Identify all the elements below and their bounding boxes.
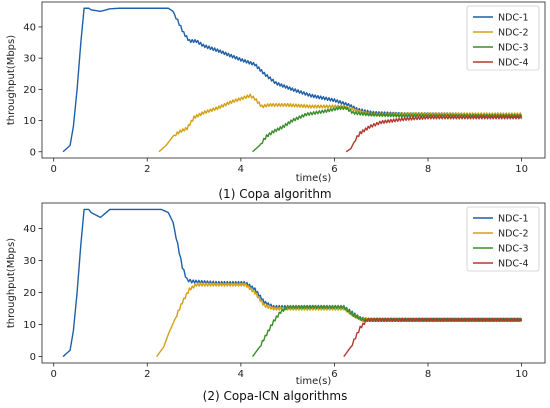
legend-label: NDC-2	[498, 28, 529, 39]
legend-label: NDC-4	[498, 58, 529, 69]
legend-box	[466, 206, 540, 272]
y-axis-label: throughput(Mbps)	[6, 238, 17, 328]
series-line-ndc-2	[158, 93, 523, 153]
legend-label: NDC-1	[498, 13, 529, 24]
x-axis-label: time(s)	[296, 376, 332, 387]
legend-label: NDC-3	[498, 244, 529, 255]
y-tick-label: 30	[23, 256, 36, 267]
y-tick-label: 0	[30, 147, 36, 158]
legend-label: NDC-4	[498, 259, 529, 270]
x-tick-label: 8	[425, 369, 431, 380]
chart-caption: (2) Copa-ICN algorithms	[203, 389, 348, 403]
chart-2: 0 2 4 6 8 10 0 10 20 30 40 time(s) throughput(Mbps) N…	[6, 202, 546, 403]
x-tick-label: 2	[144, 164, 150, 175]
legend: NDC-1 NDC-2 NDC-3 NDC-4	[466, 5, 540, 71]
legend: NDC-1 NDC-2 NDC-3 NDC-4	[466, 206, 540, 272]
x-tick-label: 2	[144, 369, 150, 380]
y-tick-label: 40	[23, 22, 36, 33]
plot-area	[41, 1, 546, 159]
y-tick-label: 0	[30, 352, 36, 363]
y-tick-label: 20	[23, 85, 36, 96]
y-tick-label: 20	[23, 288, 36, 299]
x-tick-label: 6	[331, 164, 337, 175]
x-tick-label: 4	[238, 164, 244, 175]
x-tick-label: 8	[425, 164, 431, 175]
x-tick-label: 0	[51, 369, 57, 380]
legend-label: NDC-2	[498, 229, 529, 240]
legend-label: NDC-1	[498, 214, 529, 225]
y-tick-label: 10	[23, 320, 36, 331]
x-tick-label: 6	[331, 369, 337, 380]
plot-area	[41, 202, 546, 364]
series-line-ndc-4	[343, 317, 523, 358]
x-tick-label: 0	[51, 164, 57, 175]
x-tick-label: 10	[515, 164, 528, 175]
x-axis-label: time(s)	[296, 173, 332, 184]
legend-label: NDC-3	[498, 43, 529, 54]
legend-box	[466, 5, 540, 71]
x-tick-label: 10	[515, 369, 528, 380]
chart-caption: (1) Copa algorithm	[218, 187, 331, 201]
y-tick-label: 30	[23, 54, 36, 65]
y-axis-label: throughput(Mbps)	[6, 35, 17, 125]
series-line-ndc-4	[345, 115, 523, 153]
x-tick-label: 4	[238, 369, 244, 380]
chart-1: 0 2 4 6 8 10 0 10 20 30 40 time(s) throughput(Mbps) N…	[6, 1, 546, 201]
y-tick-label: 10	[23, 116, 36, 127]
y-tick-label: 40	[23, 224, 36, 235]
